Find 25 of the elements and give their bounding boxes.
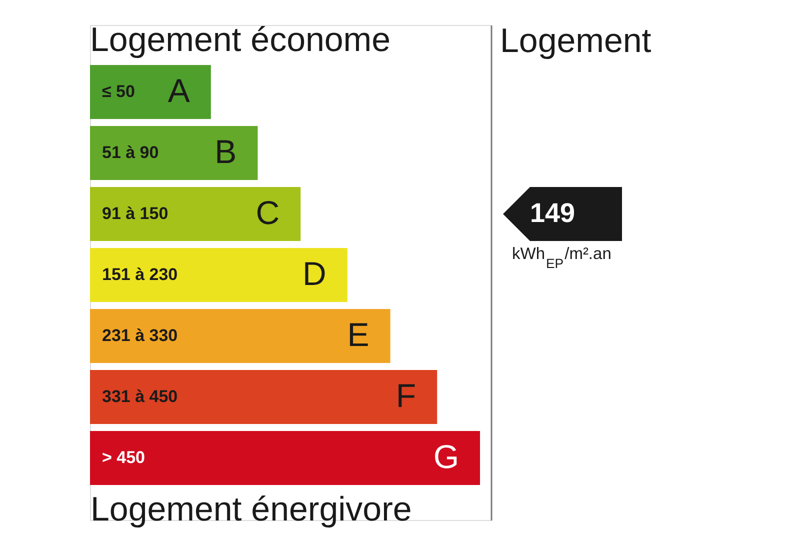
y-tick-label: 91 à 150 [102,204,168,223]
y-tick-label: 231 à 330 [102,326,178,345]
chart-title: Logement économe [90,21,391,59]
y-tick-label: > 450 [102,448,146,467]
y2-tick-label: E [347,316,370,353]
bar [90,430,480,485]
bar [90,370,438,424]
y2-tick-label: G [433,438,459,475]
bar [90,248,348,302]
y2-tick-label: B [214,132,237,170]
y-tick-label: ≤ 50 [102,82,135,101]
text: 149 [530,198,576,228]
bar [90,186,301,241]
bar [90,64,211,119]
y2-tick-label: C [256,194,280,231]
y-tick-label: 331 à 450 [102,386,178,406]
y2-tick-label: D [302,254,326,292]
text: Logement [500,22,652,60]
y2-tick-label: A [168,72,190,109]
y-tick-label: 151 à 230 [102,264,178,284]
y-tick-label: 51 à 90 [102,142,159,162]
bar [90,126,258,180]
y2-tick-label: F [396,376,416,414]
x-axis-title: Logement énergivore [90,490,412,528]
bar [90,308,390,363]
